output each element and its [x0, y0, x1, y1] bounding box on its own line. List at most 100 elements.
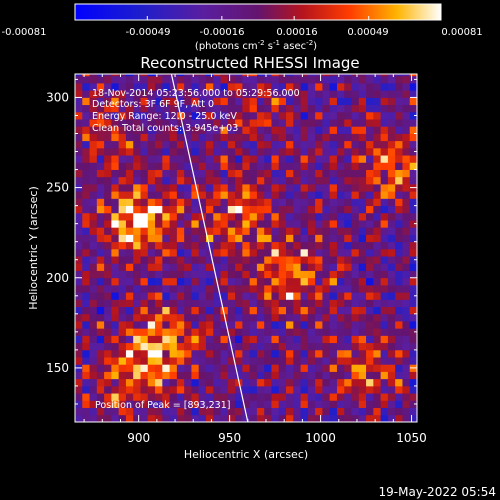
heatmap-cell	[198, 198, 207, 207]
heatmap-cell	[387, 220, 396, 228]
heatmap-cell	[155, 97, 163, 106]
heatmap-cell	[140, 97, 149, 106]
heatmap-cell	[140, 133, 149, 142]
heatmap-cell	[336, 74, 345, 77]
heatmap-cell	[409, 140, 417, 149]
heatmap-cell	[184, 90, 192, 98]
heatmap-cell	[191, 364, 200, 372]
heatmap-cell	[198, 183, 207, 192]
heatmap-cell	[307, 83, 316, 91]
heatmap-cell	[249, 335, 258, 344]
heatmap-cell	[184, 414, 192, 422]
heatmap-cell	[125, 256, 134, 264]
heatmap-cell	[118, 299, 127, 307]
heatmap-cell	[286, 220, 294, 228]
heatmap-cell	[315, 83, 323, 91]
heatmap-cell	[213, 321, 221, 329]
heatmap-cell	[351, 299, 360, 307]
heatmap-cell	[395, 198, 403, 207]
heatmap-cell	[293, 256, 301, 264]
heatmap-cell	[162, 335, 170, 344]
heatmap-cell	[358, 378, 367, 387]
heatmap-cell	[198, 357, 207, 365]
heatmap-cell	[184, 133, 192, 142]
heatmap-cell	[198, 111, 207, 120]
heatmap-cell	[104, 328, 112, 336]
heatmap-cell	[220, 270, 229, 279]
heatmap-cell	[264, 299, 272, 307]
heatmap-cell	[409, 414, 417, 422]
heatmap-cell	[315, 263, 323, 271]
heatmap-cell	[118, 140, 127, 149]
heatmap-cell	[75, 90, 83, 98]
heatmap-cell	[256, 349, 265, 358]
heatmap-cell	[336, 378, 345, 387]
heatmap-cell	[256, 111, 265, 120]
heatmap-cell	[140, 306, 149, 315]
heatmap-cell	[300, 169, 309, 178]
heatmap-cell	[315, 277, 323, 286]
heatmap-cell	[256, 133, 265, 142]
heatmap-cell	[380, 147, 389, 156]
heatmap-cell	[191, 371, 200, 380]
heatmap-cell	[184, 241, 192, 250]
heatmap-cell	[322, 357, 331, 365]
heatmap-cell	[278, 414, 287, 422]
heatmap-cell	[344, 400, 352, 408]
heatmap-cell	[373, 162, 382, 170]
heatmap-cell	[344, 371, 352, 380]
heatmap-cell	[191, 342, 200, 351]
heatmap-cell	[133, 75, 141, 84]
heatmap-cell	[191, 328, 200, 336]
heatmap-cell	[96, 176, 105, 185]
heatmap-cell	[264, 75, 272, 84]
heatmap-cell	[373, 205, 382, 214]
heatmap-cell	[205, 176, 214, 185]
heatmap-cell	[344, 342, 352, 351]
heatmap-cell	[227, 299, 236, 307]
heatmap-cell	[249, 414, 258, 422]
heatmap-cell	[162, 104, 170, 113]
heatmap-cell	[380, 328, 389, 336]
heatmap-cell	[358, 147, 367, 156]
heatmap-cell	[235, 407, 243, 416]
heatmap-cell	[82, 183, 90, 192]
heatmap-cell	[140, 83, 149, 91]
heatmap-cell	[147, 393, 156, 401]
heatmap-cell	[329, 335, 338, 344]
heatmap-cell	[351, 220, 360, 228]
heatmap-cell	[278, 335, 287, 344]
heatmap-cell	[402, 241, 411, 250]
heatmap-cell	[147, 176, 156, 185]
heatmap-cell	[111, 349, 120, 358]
heatmap-cell	[380, 364, 389, 372]
heatmap-cell	[322, 191, 331, 199]
heatmap-cell	[162, 183, 170, 192]
heatmap-cell	[111, 357, 120, 365]
heatmap-cell	[75, 176, 83, 185]
heatmap-cell	[162, 97, 170, 106]
heatmap-cell	[198, 349, 207, 358]
heatmap-cell	[235, 155, 243, 163]
heatmap-cell	[366, 299, 374, 307]
heatmap-cell	[402, 342, 411, 351]
heatmap-cell	[213, 119, 221, 127]
heatmap-cell	[213, 335, 221, 344]
heatmap-cell	[380, 292, 389, 300]
heatmap-cell	[75, 74, 83, 77]
heatmap-cell	[227, 97, 236, 106]
heatmap-cell	[373, 111, 382, 120]
heatmap-cell	[278, 227, 287, 235]
heatmap-cell	[293, 183, 301, 192]
heatmap-cell	[300, 212, 309, 221]
heatmap-cell	[358, 220, 367, 228]
heatmap-cell	[380, 306, 389, 315]
heatmap-cell	[344, 104, 352, 113]
heatmap-cell	[278, 256, 287, 264]
heatmap-cell	[198, 378, 207, 387]
heatmap-cell	[227, 263, 236, 271]
heatmap-cell	[329, 169, 338, 178]
heatmap-cell	[104, 364, 112, 372]
heatmap-cell	[176, 371, 185, 380]
heatmap-cell	[307, 90, 316, 98]
